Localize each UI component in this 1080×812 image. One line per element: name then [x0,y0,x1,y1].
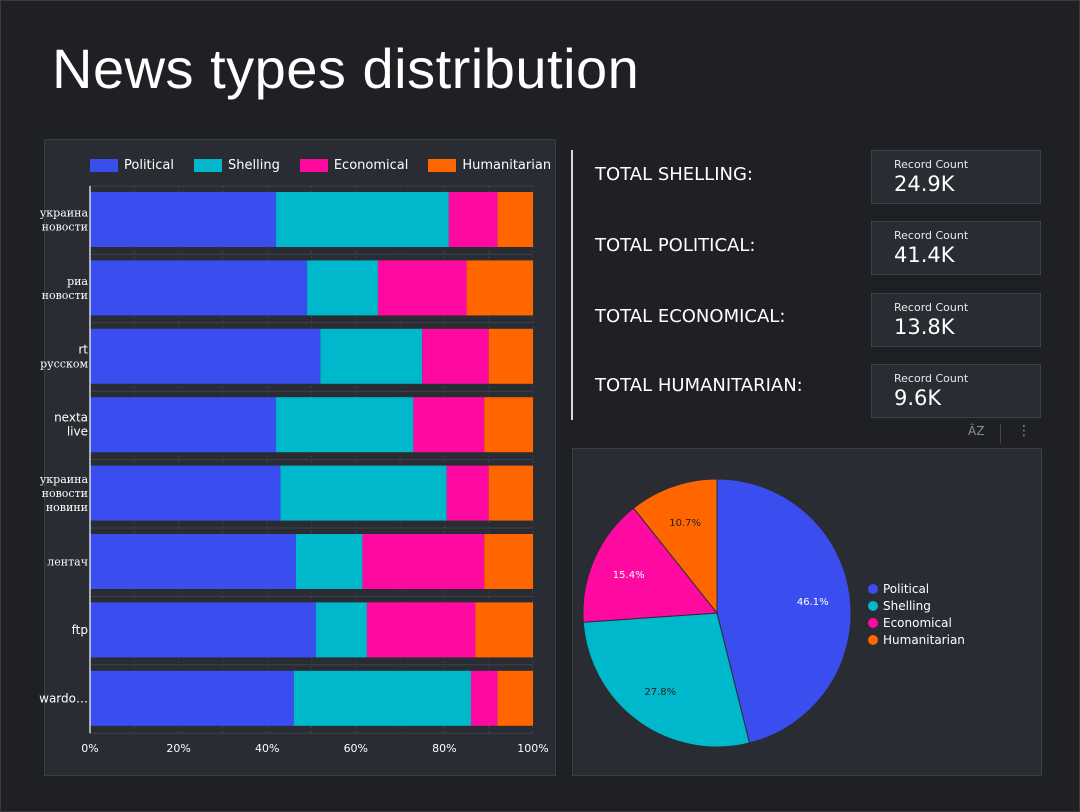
total-humanitarian-label: TOTAL HUMANITARIAN: [595,375,803,396]
category-label: rt [78,342,88,356]
kpi-caption: Record Count [894,229,968,242]
pie-legend-label: Shelling [883,599,931,613]
x-tick-label: 0% [81,742,98,755]
total-economical-label: TOTAL ECONOMICAL: [595,306,785,327]
pie-slice-label: 46.1% [797,597,829,608]
bar-segment-economical[interactable] [367,602,476,657]
category-label: nexta [54,411,88,425]
bar-segment-economical[interactable] [362,534,484,589]
bar-segment-economical[interactable] [449,192,498,247]
kpi-caption: Record Count [894,158,968,171]
bar-segment-economical[interactable] [471,671,498,726]
bar-segment-shelling[interactable] [296,534,362,589]
category-label: ftp [72,623,88,637]
pie-legend-label: Humanitarian [883,633,965,647]
category-label: риа [67,275,88,288]
category-label: лентач [47,556,88,569]
kpi-card-humanitarian[interactable]: Record Count 9.6K [871,364,1041,418]
pie-legend-item-humanitarian[interactable]: Humanitarian [868,631,965,648]
kpi-caption: Record Count [894,301,968,314]
bar-segment-humanitarian[interactable] [498,671,533,726]
category-label: украина [40,473,89,486]
bar-segment-political[interactable] [90,602,316,657]
bar-segment-humanitarian[interactable] [484,534,533,589]
bar-segment-shelling[interactable] [316,602,367,657]
category-label: wardo… [39,691,88,705]
bar-segment-humanitarian[interactable] [484,397,533,452]
bar-segment-political[interactable] [90,329,320,384]
bar-segment-humanitarian[interactable] [489,329,533,384]
bar-segment-political[interactable] [90,466,280,521]
category-label: новости [42,487,88,500]
pie-slice-label: 27.8% [644,687,676,698]
bar-segment-political[interactable] [90,671,294,726]
pie-legend-dot [868,618,878,628]
bar-segment-political[interactable] [90,534,296,589]
pie-legend-label: Political [883,582,929,596]
bar-segment-shelling[interactable] [276,192,449,247]
bar-segment-political[interactable] [90,260,307,315]
category-label: новости [42,221,88,234]
x-tick-label: 40% [255,742,279,755]
bar-segment-economical[interactable] [378,260,467,315]
toolbar-separator [1000,424,1001,444]
pie-chart-legend: Political Shelling Economical Humanitari… [868,580,965,648]
category-label: новости [42,289,88,302]
bar-segment-shelling[interactable] [294,671,471,726]
bar-segment-economical[interactable] [413,397,484,452]
kpi-value: 24.9K [894,172,955,196]
bar-segment-economical[interactable] [422,329,488,384]
pie-legend-dot [868,635,878,645]
bar-segment-economical[interactable] [447,466,489,521]
bar-segment-humanitarian[interactable] [498,192,533,247]
x-tick-label: 100% [517,742,548,755]
bar-segment-shelling[interactable] [307,260,378,315]
pie-slice-label: 15.4% [613,570,645,581]
kpi-card-economical[interactable]: Record Count 13.8K [871,293,1041,347]
kpi-value: 41.4K [894,243,955,267]
total-shelling-label: TOTAL SHELLING: [595,164,753,185]
bar-segment-humanitarian[interactable] [475,602,533,657]
pie-legend-item-political[interactable]: Political [868,580,965,597]
kpi-card-shelling[interactable]: Record Count 24.9K [871,150,1041,204]
pie-legend-label: Economical [883,616,952,630]
bar-segment-humanitarian[interactable] [467,260,533,315]
more-options-icon[interactable]: ⋮ [1017,423,1031,439]
category-label: новини [46,501,88,514]
pie-legend-dot [868,601,878,611]
pie-slice-label: 10.7% [669,518,701,529]
kpi-card-political[interactable]: Record Count 41.4K [871,221,1041,275]
x-tick-label: 20% [166,742,190,755]
total-political-label: TOTAL POLITICAL: [595,235,755,256]
kpi-value: 13.8K [894,315,955,339]
kpi-caption: Record Count [894,372,968,385]
bar-segment-shelling[interactable] [320,329,422,384]
bar-segment-humanitarian[interactable] [489,466,533,521]
category-label: live [67,425,88,439]
category-label: русском [40,357,88,370]
category-label: украина [40,207,89,220]
pie-legend-dot [868,584,878,594]
sort-icon[interactable]: ÂZ [968,424,984,438]
totals-divider [571,150,573,420]
bar-segment-political[interactable] [90,192,276,247]
pie-chart: 46.1% 27.8% 15.4% 10.7% [572,448,862,776]
kpi-value: 9.6K [894,386,941,410]
bar-segment-shelling[interactable] [276,397,413,452]
x-tick-label: 60% [344,742,368,755]
pie-legend-item-economical[interactable]: Economical [868,614,965,631]
bar-segment-shelling[interactable] [280,466,446,521]
pie-legend-item-shelling[interactable]: Shelling [868,597,965,614]
x-tick-label: 80% [432,742,456,755]
bar-segment-political[interactable] [90,397,276,452]
